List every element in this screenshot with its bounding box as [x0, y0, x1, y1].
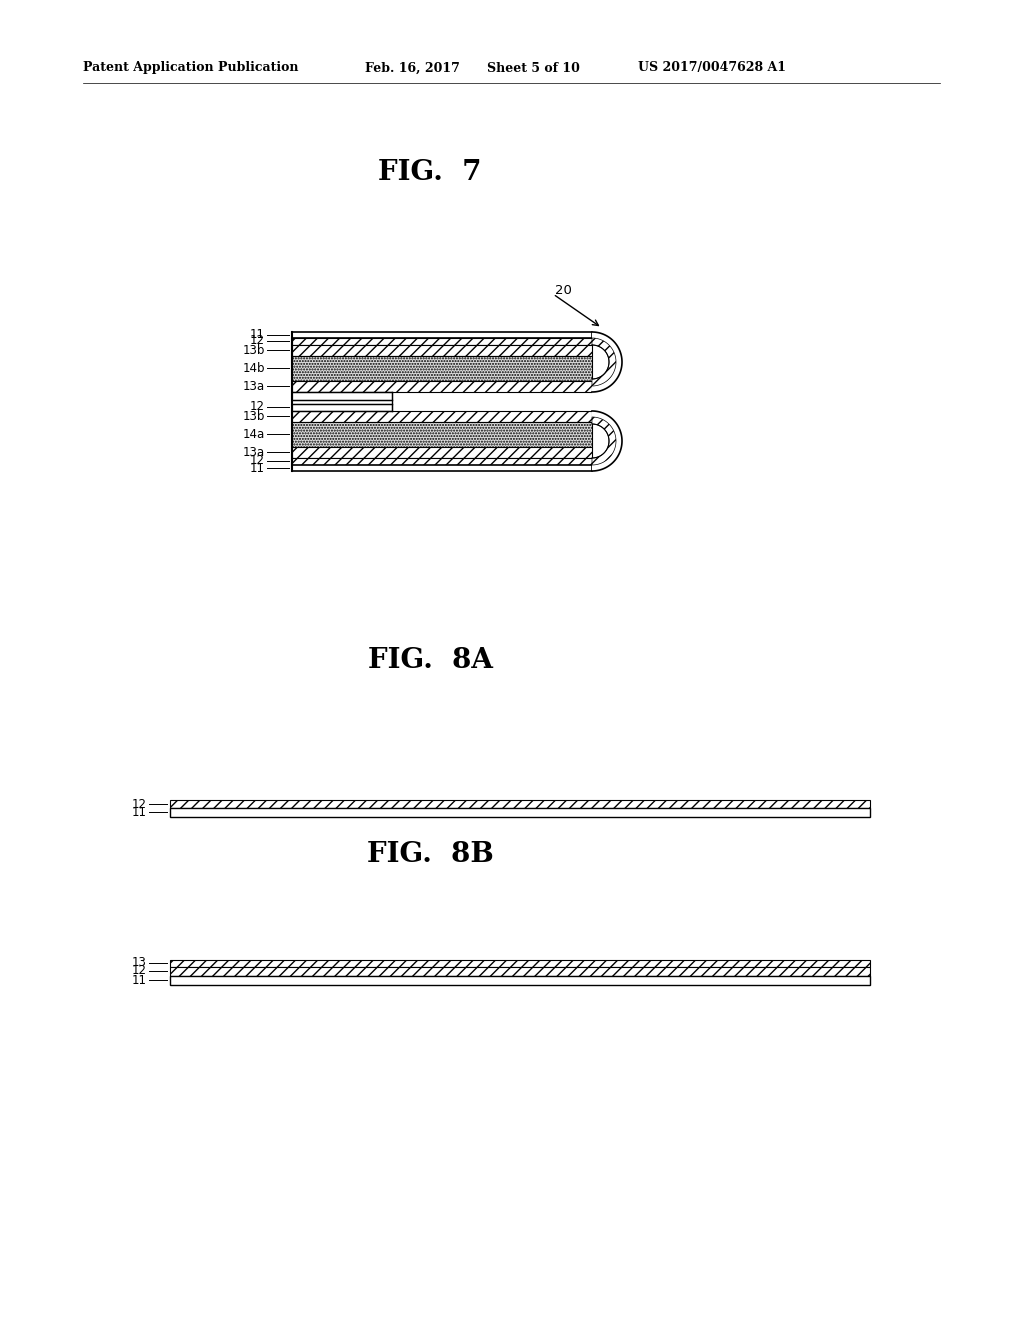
Text: 13b: 13b: [243, 343, 265, 356]
Bar: [292, 333, 592, 392]
Bar: [292, 392, 392, 400]
Text: 13b: 13b: [243, 409, 265, 422]
Text: 11: 11: [132, 805, 147, 818]
Bar: [292, 381, 592, 392]
Text: 14a: 14a: [243, 428, 265, 441]
Polygon shape: [592, 411, 622, 471]
Bar: [292, 404, 392, 411]
Polygon shape: [592, 338, 616, 385]
Text: 13: 13: [132, 957, 147, 969]
Text: 11: 11: [250, 462, 265, 474]
Text: 20: 20: [555, 284, 571, 297]
Polygon shape: [592, 424, 609, 458]
Bar: [292, 345, 592, 356]
Bar: [292, 333, 592, 338]
Polygon shape: [592, 333, 622, 392]
Bar: [170, 975, 870, 985]
Polygon shape: [592, 345, 609, 379]
Bar: [292, 422, 592, 447]
Bar: [292, 458, 592, 465]
Text: 12: 12: [250, 334, 265, 347]
Text: 14b: 14b: [243, 362, 265, 375]
Bar: [170, 960, 870, 968]
Text: FIG.  8B: FIG. 8B: [367, 842, 494, 869]
Bar: [292, 465, 592, 471]
Text: Feb. 16, 2017: Feb. 16, 2017: [365, 62, 460, 74]
Text: Sheet 5 of 10: Sheet 5 of 10: [487, 62, 580, 74]
Bar: [170, 968, 870, 975]
Bar: [170, 808, 870, 817]
Text: FIG.  7: FIG. 7: [378, 160, 481, 186]
Text: Patent Application Publication: Patent Application Publication: [83, 62, 299, 74]
Bar: [292, 338, 592, 345]
Bar: [292, 356, 592, 381]
Text: 11: 11: [250, 329, 265, 342]
Text: US 2017/0047628 A1: US 2017/0047628 A1: [638, 62, 786, 74]
Polygon shape: [592, 417, 616, 465]
Text: FIG.  8A: FIG. 8A: [368, 647, 493, 673]
Bar: [292, 447, 592, 458]
Bar: [170, 800, 870, 808]
Text: 12: 12: [250, 400, 265, 413]
Bar: [292, 411, 592, 422]
Text: 12: 12: [250, 454, 265, 467]
Text: 11: 11: [132, 974, 147, 986]
Text: 12: 12: [132, 965, 147, 978]
Text: 13a: 13a: [243, 446, 265, 458]
Text: 13a: 13a: [243, 380, 265, 392]
Text: 12: 12: [132, 797, 147, 810]
